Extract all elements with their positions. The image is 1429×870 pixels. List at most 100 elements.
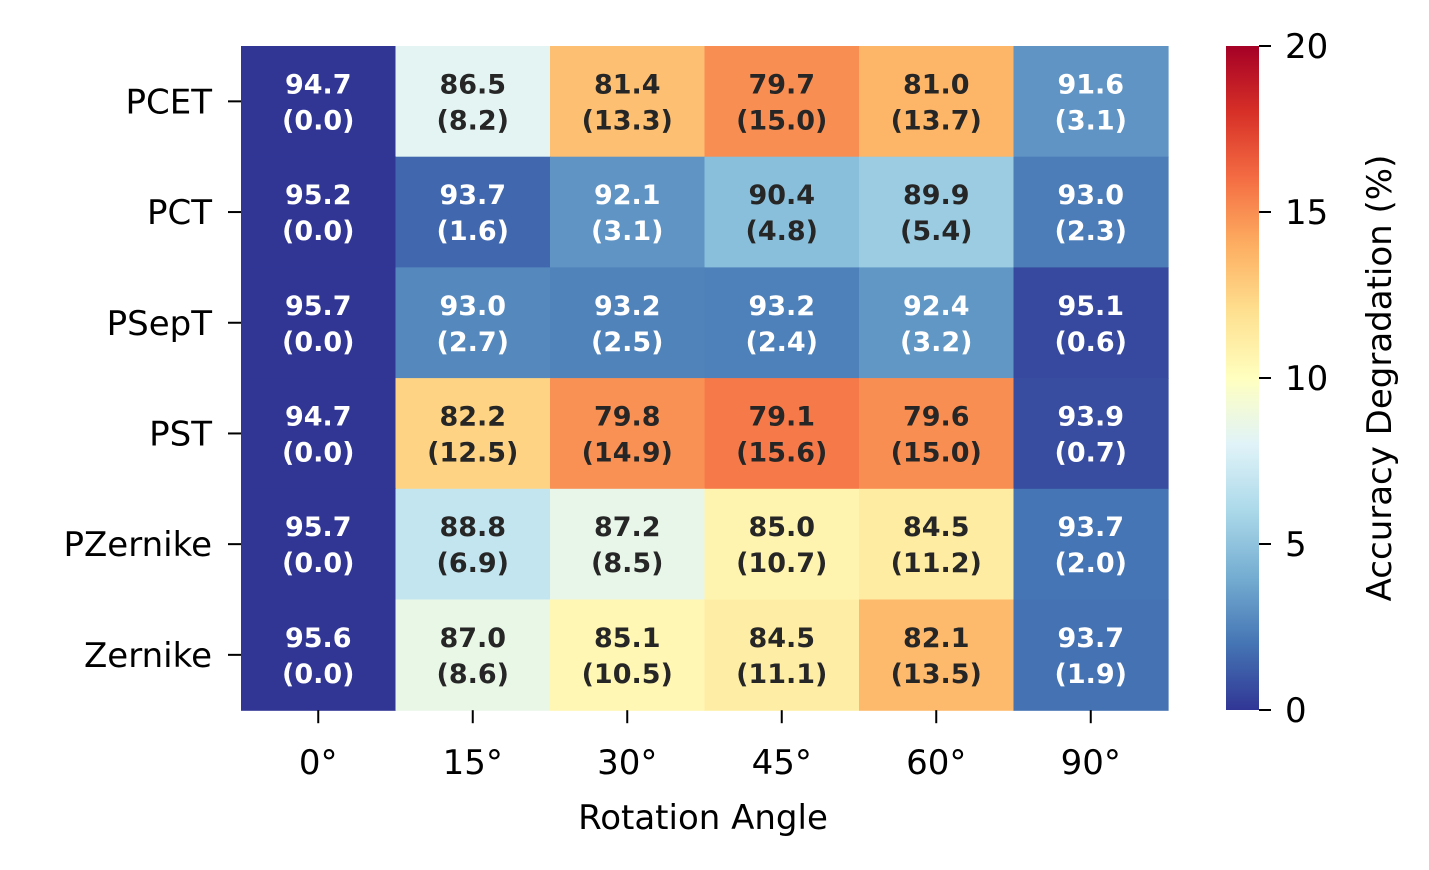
- cell-accuracy-label: 95.2: [285, 180, 352, 211]
- heatmap-cells: 94.7 (0.0) 86.5 (8.2) 81.4 (13.3) 79.7 (15.0) 81…: [241, 46, 1169, 711]
- cell-accuracy-label: 93.2: [594, 291, 661, 322]
- cell-degradation-label: (3.1): [1054, 105, 1127, 136]
- cell-accuracy-label: 84.5: [748, 623, 815, 654]
- y-axis: PCET PCT PSepT PST PZernike Zernike: [64, 82, 241, 676]
- colorbar-title: Accuracy Degradation (%): [1360, 155, 1400, 602]
- heatmap-cell: [859, 488, 1015, 601]
- cell-degradation-label: (1.9): [1054, 659, 1127, 690]
- heatmap-cell: [395, 156, 551, 268]
- heatmap-cell: [550, 46, 706, 158]
- heatmap-cell: [704, 46, 860, 158]
- cell-degradation-label: (0.0): [282, 548, 355, 579]
- cell-accuracy-label: 94.7: [285, 401, 352, 432]
- cell-accuracy-label: 94.7: [285, 69, 352, 100]
- cell-accuracy-label: 92.4: [903, 291, 970, 322]
- cell-accuracy-label: 82.1: [903, 623, 970, 654]
- heatmap-cell: [859, 267, 1015, 379]
- colorbar-tick-label: 20: [1285, 27, 1328, 67]
- cell-accuracy-label: 85.1: [594, 623, 661, 654]
- cell-degradation-label: (13.7): [891, 105, 982, 136]
- heatmap-cell: [1013, 488, 1169, 601]
- y-tick-label: PSepT: [107, 304, 213, 344]
- cell-accuracy-label: 95.1: [1057, 291, 1124, 322]
- cell-degradation-label: (14.9): [582, 437, 673, 468]
- cell-accuracy-label: 84.5: [903, 512, 970, 543]
- heatmap-cell: [241, 488, 397, 601]
- cell-accuracy-label: 79.7: [748, 69, 815, 100]
- heatmap-cell: [550, 599, 706, 711]
- cell-degradation-label: (3.1): [591, 216, 664, 247]
- y-tick-label: Zernike: [84, 636, 212, 676]
- cell-degradation-label: (3.2): [900, 327, 973, 358]
- cell-accuracy-label: 91.6: [1057, 69, 1124, 100]
- cell-accuracy-label: 93.9: [1057, 401, 1124, 432]
- heatmap-cell: [704, 488, 860, 601]
- heatmap-cell: [550, 156, 706, 268]
- cell-degradation-label: (0.7): [1054, 437, 1127, 468]
- cell-degradation-label: (1.6): [436, 216, 509, 247]
- heatmap-cell: [395, 599, 551, 711]
- y-tick-label: PST: [149, 414, 212, 454]
- cell-accuracy-label: 95.7: [285, 512, 352, 543]
- heatmap-cell: [859, 46, 1015, 158]
- x-tick-label: 60°: [906, 743, 966, 783]
- cell-accuracy-label: 87.2: [594, 512, 661, 543]
- cell-degradation-label: (0.0): [282, 437, 355, 468]
- cell-degradation-label: (0.0): [282, 327, 355, 358]
- heatmap-cell: [1013, 599, 1169, 711]
- heatmap-cell: [550, 267, 706, 379]
- heatmap-cell: [859, 378, 1015, 490]
- cell-degradation-label: (6.9): [436, 548, 509, 579]
- cell-degradation-label: (15.0): [891, 437, 982, 468]
- cell-degradation-label: (15.0): [736, 105, 827, 136]
- cell-degradation-label: (8.2): [436, 105, 509, 136]
- x-tick-label: 90°: [1061, 743, 1121, 783]
- cell-degradation-label: (0.0): [282, 659, 355, 690]
- cell-degradation-label: (15.6): [736, 437, 827, 468]
- cell-accuracy-label: 81.0: [903, 69, 970, 100]
- heatmap-cell: [550, 488, 706, 601]
- cell-accuracy-label: 93.7: [439, 180, 506, 211]
- cell-accuracy-label: 93.7: [1057, 512, 1124, 543]
- x-tick-label: 15°: [443, 743, 503, 783]
- cell-accuracy-label: 79.1: [748, 401, 815, 432]
- cell-degradation-label: (5.4): [900, 216, 973, 247]
- cell-degradation-label: (13.3): [582, 105, 673, 136]
- cell-accuracy-label: 81.4: [594, 69, 661, 100]
- cell-accuracy-label: 92.1: [594, 180, 661, 211]
- cell-degradation-label: (2.5): [591, 327, 664, 358]
- cell-degradation-label: (0.0): [282, 216, 355, 247]
- heatmap-cell: [704, 156, 860, 268]
- colorbar-tick-label: 15: [1285, 193, 1328, 233]
- heatmap-cell: [859, 599, 1015, 711]
- cell-accuracy-label: 93.2: [748, 291, 815, 322]
- heatmap-cell: [241, 599, 397, 711]
- colorbar-tick-label: 5: [1285, 525, 1307, 565]
- colorbar-ticks: 0 5 10 15 20: [1259, 27, 1328, 731]
- cell-accuracy-label: 88.8: [439, 512, 506, 543]
- colorbar: [1226, 46, 1259, 710]
- cell-degradation-label: (2.0): [1054, 548, 1127, 579]
- cell-degradation-label: (8.5): [591, 548, 664, 579]
- x-tick-label: 0°: [299, 743, 338, 783]
- cell-degradation-label: (10.5): [582, 659, 673, 690]
- cell-degradation-label: (10.7): [736, 548, 827, 579]
- heatmap-cell: [395, 46, 551, 158]
- cell-accuracy-label: 93.0: [439, 291, 506, 322]
- cell-degradation-label: (2.7): [436, 327, 509, 358]
- cell-accuracy-label: 89.9: [903, 180, 970, 211]
- y-tick-label: PZernike: [64, 525, 212, 565]
- heatmap-cell: [395, 378, 551, 490]
- cell-degradation-label: (11.2): [891, 548, 982, 579]
- x-axis: 0° 15° 30° 45° 60° 90°: [299, 710, 1121, 783]
- heatmap-cell: [1013, 46, 1169, 158]
- cell-degradation-label: (2.4): [745, 327, 818, 358]
- cell-degradation-label: (12.5): [427, 437, 518, 468]
- heatmap-cell: [241, 267, 397, 379]
- cell-accuracy-label: 85.0: [748, 512, 815, 543]
- cell-accuracy-label: 82.2: [439, 401, 506, 432]
- cell-degradation-label: (0.6): [1054, 327, 1127, 358]
- cell-accuracy-label: 95.6: [285, 623, 352, 654]
- heatmap-cell: [241, 46, 397, 158]
